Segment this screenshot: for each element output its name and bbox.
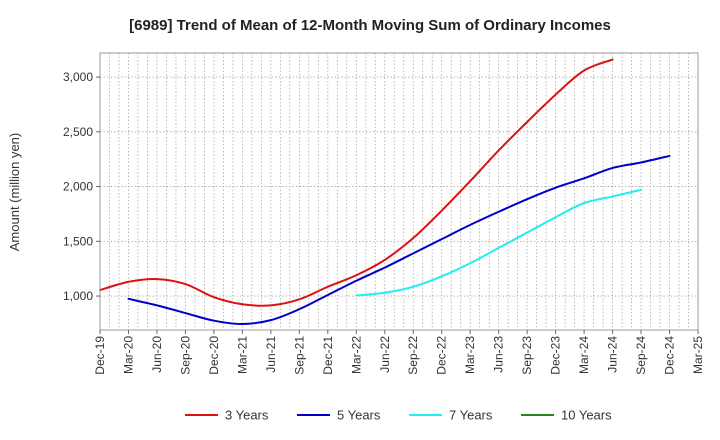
series-layer	[99, 58, 671, 325]
x-tick-label: Jun-20	[150, 336, 164, 373]
legend: 3 Years 5 Years 7 Years 10 Years	[185, 408, 612, 423]
x-tick-label: Dec-23	[549, 336, 563, 375]
x-tick-label: Mar-22	[349, 336, 363, 374]
plot-area	[100, 53, 698, 330]
y-tick-label: 1,000	[63, 289, 93, 303]
y-tick-label: 2,500	[63, 125, 93, 139]
series-line-7-years	[355, 188, 643, 297]
x-tick-label: Sep-24	[634, 336, 648, 375]
legend-label-3-years: 3 Years	[225, 408, 269, 423]
x-tick-label: Jun-24	[606, 336, 620, 373]
plot-frame	[99, 52, 699, 331]
y-tick-label: 1,500	[63, 234, 93, 248]
x-tick-label: Mar-21	[235, 336, 249, 374]
x-tick-label: Sep-23	[520, 336, 534, 375]
x-tick-label: Jun-23	[492, 336, 506, 373]
x-tick-label: Dec-21	[321, 336, 335, 375]
x-tick-label: Sep-21	[292, 336, 306, 375]
x-tick-label: Dec-22	[435, 336, 449, 375]
x-tick-label: Sep-20	[178, 336, 192, 375]
y-axis-ticks: 1,000 1,500 2,000 2,500 3,000	[63, 70, 100, 303]
x-tick-label: Dec-24	[663, 336, 677, 375]
legend-label-7-years: 7 Years	[449, 408, 493, 423]
x-tick-label: Mar-25	[691, 336, 705, 374]
legend-label-10-years: 10 Years	[561, 408, 612, 423]
x-axis-ticks: Dec-19 Mar-20 Jun-20 Sep-20 Dec-20 Mar-21 Jun-…	[93, 330, 705, 375]
x-tick-label: Dec-19	[93, 336, 107, 375]
x-tick-label: Mar-24	[577, 336, 591, 374]
x-tick-label: Sep-22	[406, 336, 420, 375]
grid	[100, 53, 698, 330]
chart-title: [6989] Trend of Mean of 12-Month Moving …	[129, 17, 611, 34]
series-line-5-years	[127, 154, 671, 325]
x-tick-label: Dec-20	[207, 336, 221, 375]
x-tick-label: Jun-22	[378, 336, 392, 373]
x-tick-label: Mar-20	[121, 336, 135, 374]
legend-label-5-years: 5 Years	[337, 408, 381, 423]
y-tick-label: 2,000	[63, 180, 93, 194]
y-axis-label: Amount (million yen)	[7, 133, 22, 252]
x-tick-label: Mar-23	[463, 336, 477, 374]
x-tick-label: Jun-21	[264, 336, 278, 373]
series-line-3-years	[99, 58, 614, 307]
y-tick-label: 3,000	[63, 70, 93, 84]
